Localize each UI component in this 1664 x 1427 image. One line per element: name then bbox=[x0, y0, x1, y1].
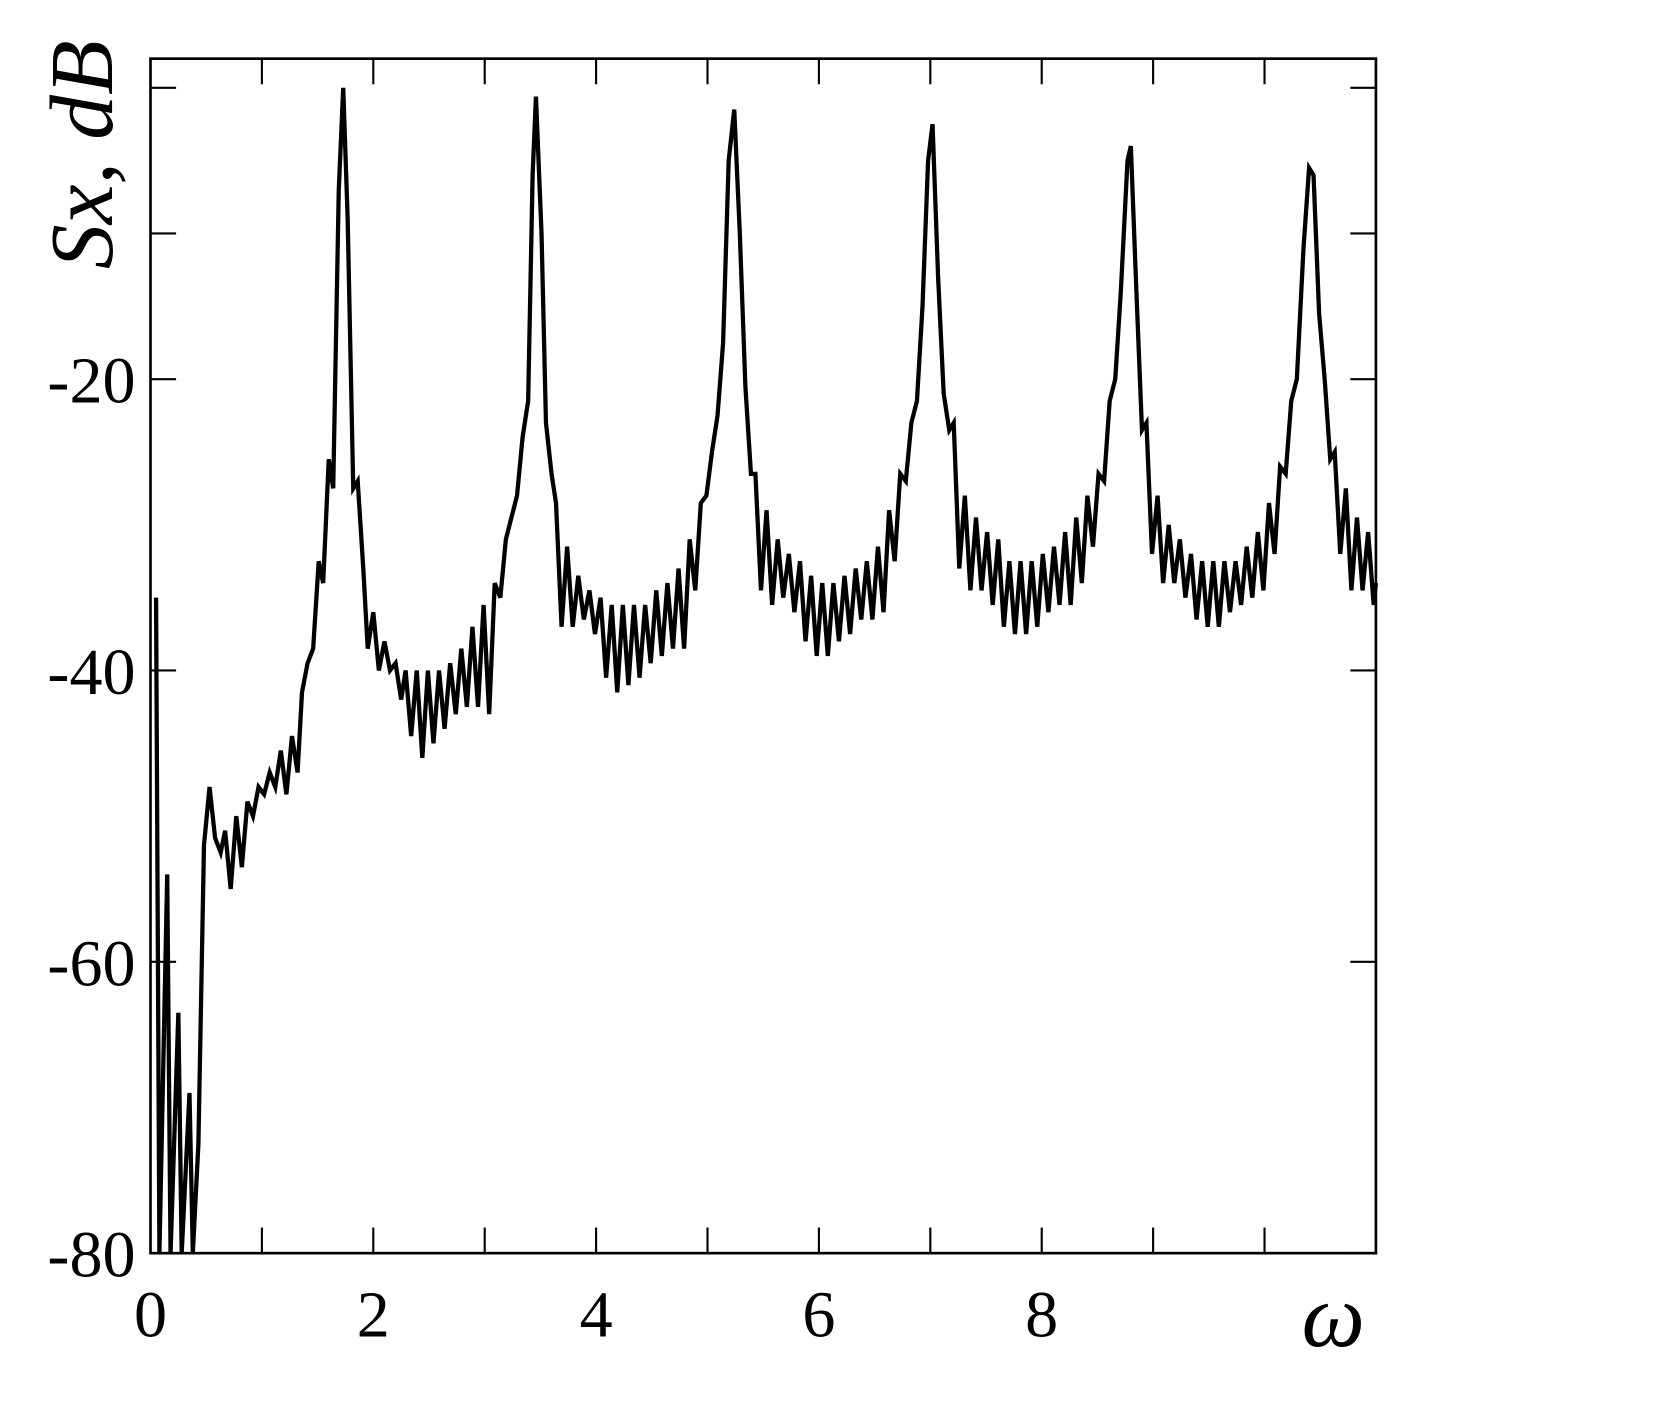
y-axis-label: Sx, dB bbox=[33, 40, 132, 269]
x-tick-label: 2 bbox=[357, 1278, 390, 1351]
plot-frame bbox=[149, 57, 1378, 1255]
y-tick-label: -60 bbox=[47, 927, 135, 1000]
x-axis-label: ω bbox=[1302, 1267, 1365, 1366]
x-tick-label: 4 bbox=[580, 1278, 613, 1351]
y-tick-label: -20 bbox=[47, 345, 135, 418]
x-tick-label: 6 bbox=[802, 1278, 835, 1351]
data-line bbox=[153, 87, 1379, 1254]
y-tick-label: -80 bbox=[47, 1219, 135, 1292]
x-tick-label: 8 bbox=[1025, 1278, 1058, 1351]
y-tick-label: -40 bbox=[47, 636, 135, 709]
x-tick-label: 0 bbox=[134, 1278, 167, 1351]
